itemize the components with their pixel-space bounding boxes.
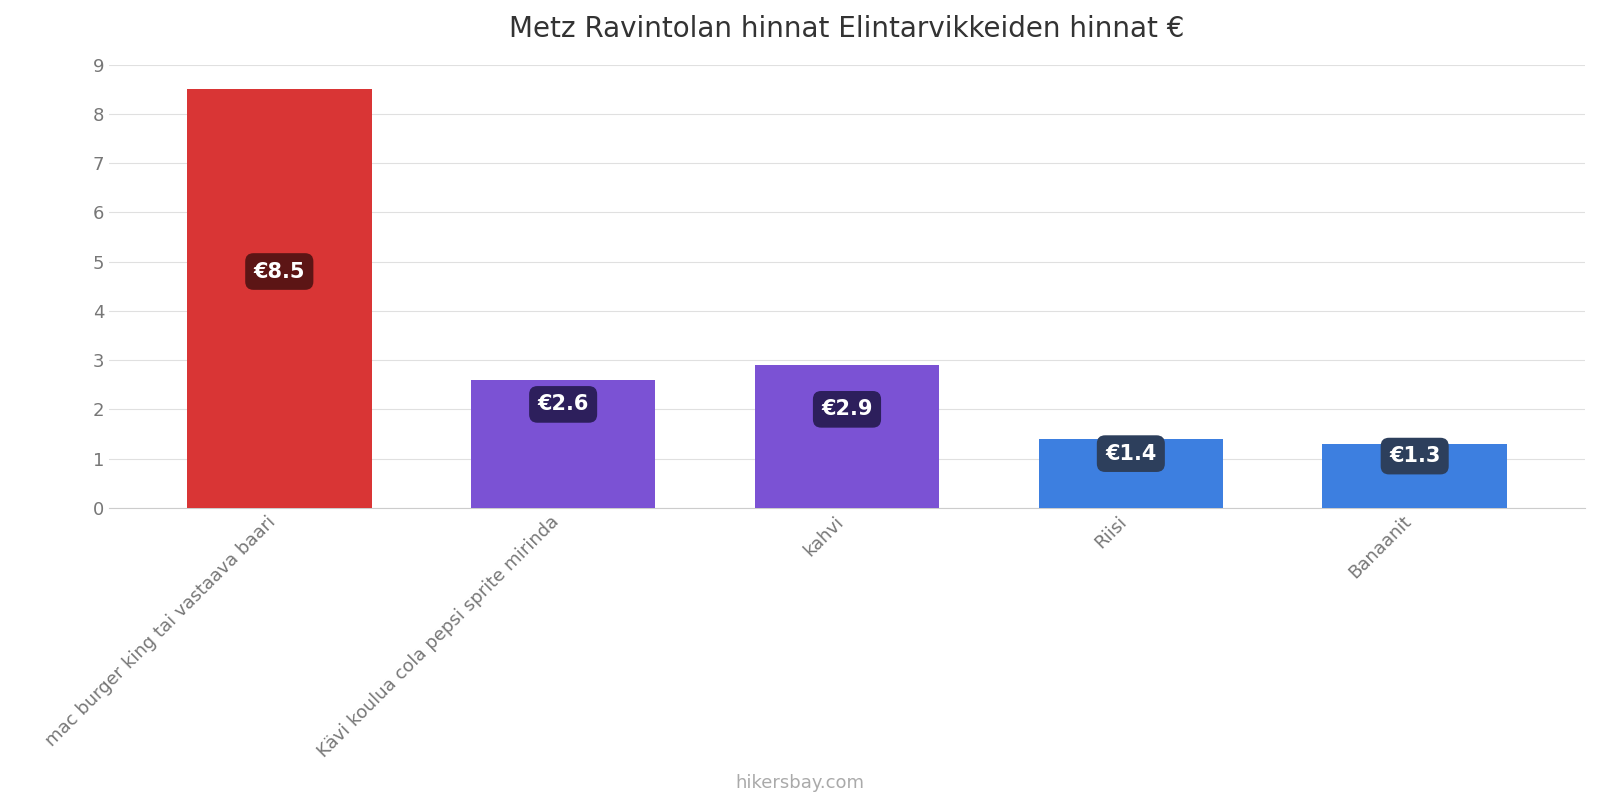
Text: €2.6: €2.6 xyxy=(538,394,589,414)
Bar xyxy=(470,380,656,508)
Bar xyxy=(1038,439,1222,508)
Text: €2.9: €2.9 xyxy=(821,399,872,419)
Bar xyxy=(1323,444,1507,508)
Bar xyxy=(755,365,939,508)
Text: hikersbay.com: hikersbay.com xyxy=(736,774,864,792)
Bar xyxy=(187,90,371,508)
Title: Metz Ravintolan hinnat Elintarvikkeiden hinnat €: Metz Ravintolan hinnat Elintarvikkeiden … xyxy=(509,15,1184,43)
Text: €1.3: €1.3 xyxy=(1389,446,1440,466)
Text: €1.4: €1.4 xyxy=(1106,444,1157,464)
Text: €8.5: €8.5 xyxy=(253,262,306,282)
